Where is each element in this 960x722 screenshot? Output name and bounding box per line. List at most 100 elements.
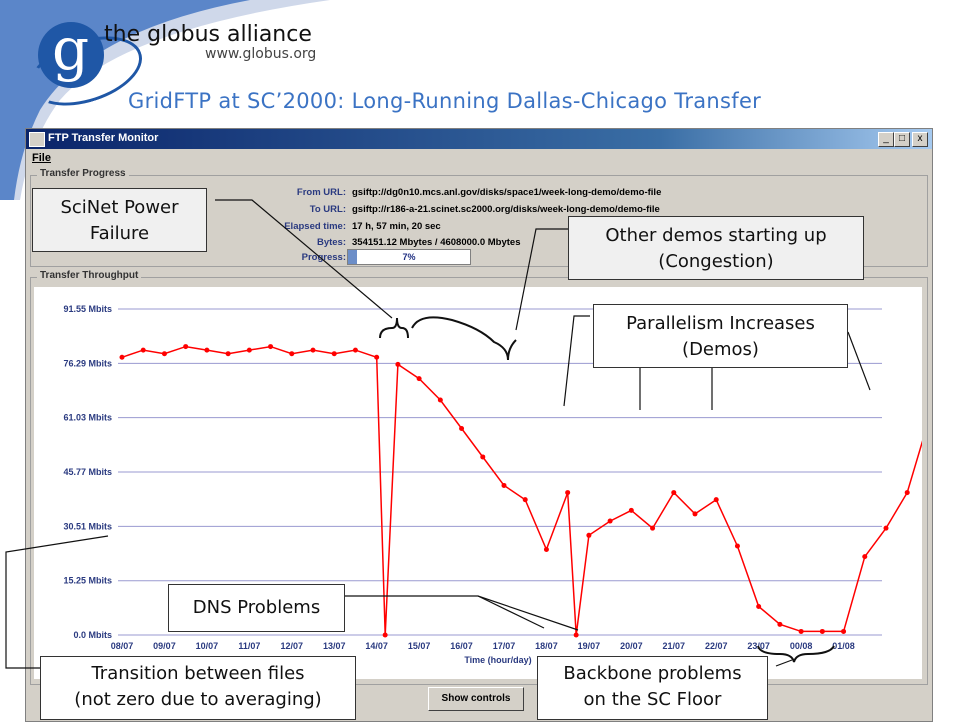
data-point (395, 361, 401, 367)
x-tick-label: 08/07 (111, 641, 134, 651)
x-tick-label: 10/07 (196, 641, 219, 651)
x-tick-label: 21/07 (663, 641, 686, 651)
brand-name: the globus alliance (104, 22, 312, 47)
data-point (437, 397, 443, 403)
data-point (565, 490, 571, 496)
x-tick-label: 16/07 (450, 641, 473, 651)
data-point (734, 543, 740, 549)
to-url-value: gsiftp://r186-a-21.scinet.sc2000.org/dis… (352, 204, 660, 215)
progress-bar: 7% (347, 249, 471, 265)
callout-line: on the SC Floor (583, 689, 722, 710)
x-tick-label: 12/07 (281, 641, 304, 651)
data-point (904, 490, 910, 496)
x-tick-label: 09/07 (153, 641, 176, 651)
data-point (225, 351, 231, 357)
data-point (183, 344, 189, 350)
data-point (650, 525, 656, 531)
data-point (246, 347, 252, 353)
slide-title: GridFTP at SC’2000: Long-Running Dallas-… (128, 89, 762, 113)
callout-dns-problems: DNS Problems (168, 584, 345, 632)
data-point (671, 490, 677, 496)
x-tick-label: 11/07 (238, 641, 260, 651)
callout-line: Parallelism Increases (626, 313, 815, 334)
from-url-label: From URL: (296, 187, 346, 198)
data-point (862, 554, 868, 560)
maximize-button[interactable]: □ (894, 132, 910, 147)
data-point (268, 344, 274, 350)
progress-text: 7% (402, 252, 416, 262)
callout-line: Transition between files (91, 663, 305, 684)
globus-logo: g (38, 16, 104, 88)
data-point (692, 511, 698, 517)
elapsed-label: Elapsed time: (284, 221, 346, 232)
callout-backbone-problems: Backbone problems on the SC Floor (537, 656, 768, 720)
menu-file[interactable]: File (32, 152, 51, 164)
data-point (161, 351, 167, 357)
callout-line: DNS Problems (192, 597, 321, 618)
data-point (756, 604, 762, 610)
data-point (543, 547, 549, 553)
data-point (289, 351, 295, 357)
data-point (374, 354, 380, 360)
data-point (459, 425, 465, 431)
y-tick-label: 0.0 Mbits (73, 630, 112, 640)
elapsed-value: 17 h, 57 min, 20 sec (352, 221, 441, 232)
x-axis-label: Time (hour/day) (464, 655, 531, 665)
menubar: File (32, 152, 51, 164)
window-titlebar[interactable]: FTP Transfer Monitor _ □ x (26, 129, 932, 149)
data-point (713, 497, 719, 503)
x-tick-label: 23/07 (747, 641, 770, 651)
callout-line: Failure (89, 223, 150, 244)
minimize-button[interactable]: _ (878, 132, 894, 147)
y-tick-label: 76.29 Mbits (63, 358, 112, 368)
y-tick-label: 15.25 Mbits (63, 576, 112, 586)
callout-other-demos: Other demos starting up (Congestion) (568, 216, 864, 280)
to-url-label: To URL: (309, 204, 346, 215)
data-point (586, 532, 592, 538)
data-point (382, 632, 388, 638)
callout-line: (Congestion) (658, 251, 774, 272)
data-point (310, 347, 316, 353)
bytes-label: Bytes: (316, 237, 346, 248)
data-point (331, 351, 337, 357)
show-controls-button[interactable]: Show controls (428, 687, 524, 711)
progress-label: Progress: (301, 252, 346, 263)
close-button[interactable]: x (912, 132, 928, 147)
data-point (777, 621, 783, 627)
x-tick-label: 15/07 (408, 641, 431, 651)
data-point (798, 628, 804, 634)
data-point (522, 497, 528, 503)
data-point (841, 628, 847, 634)
data-point (204, 347, 210, 353)
x-tick-label: 18/07 (535, 641, 558, 651)
data-point (819, 628, 825, 634)
throughput-label: Transfer Throughput (37, 270, 142, 281)
data-point (573, 632, 579, 638)
x-tick-label: 01/08 (832, 641, 855, 651)
window-title: FTP Transfer Monitor (48, 132, 159, 144)
data-point (140, 347, 146, 353)
data-point (119, 354, 125, 360)
data-point (883, 525, 889, 531)
from-url-value: gsiftp://dg0n10.mcs.anl.gov/disks/space1… (352, 187, 662, 198)
data-point (480, 454, 486, 460)
callout-scinet-power-failure: SciNet Power Failure (32, 188, 207, 252)
transfer-progress-label: Transfer Progress (37, 168, 129, 179)
y-tick-label: 91.55 Mbits (63, 304, 112, 314)
callout-line: (not zero due to averaging) (74, 689, 322, 710)
x-tick-label: 17/07 (493, 641, 516, 651)
callout-line: Backbone problems (563, 663, 742, 684)
bytes-value: 354151.12 Mbytes / 4608000.0 Mbytes (352, 237, 521, 248)
callout-transition-between-files: Transition between files (not zero due t… (40, 656, 356, 720)
data-point (628, 507, 634, 513)
data-point (416, 376, 422, 382)
x-tick-label: 19/07 (578, 641, 601, 651)
data-point (607, 518, 613, 524)
x-tick-label: 13/07 (323, 641, 346, 651)
x-tick-label: 00/08 (790, 641, 813, 651)
throughput-group: Transfer Throughput (30, 270, 928, 685)
data-point (501, 482, 507, 488)
x-tick-label: 22/07 (705, 641, 728, 651)
app-icon (29, 132, 45, 147)
callout-parallelism-increases: Parallelism Increases (Demos) (593, 304, 848, 368)
